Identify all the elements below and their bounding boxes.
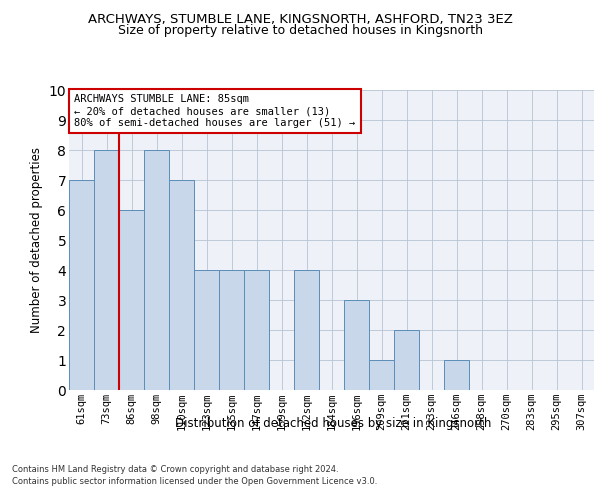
Text: Size of property relative to detached houses in Kingsnorth: Size of property relative to detached ho… [118, 24, 482, 37]
Bar [94, 150, 119, 390]
Bar [119, 210, 144, 390]
Text: Contains HM Land Registry data © Crown copyright and database right 2024.: Contains HM Land Registry data © Crown c… [12, 465, 338, 474]
Y-axis label: Number of detached properties: Number of detached properties [30, 147, 43, 333]
Text: ARCHWAYS STUMBLE LANE: 85sqm
← 20% of detached houses are smaller (13)
80% of se: ARCHWAYS STUMBLE LANE: 85sqm ← 20% of de… [74, 94, 355, 128]
Bar [69, 180, 94, 390]
Text: ARCHWAYS, STUMBLE LANE, KINGSNORTH, ASHFORD, TN23 3EZ: ARCHWAYS, STUMBLE LANE, KINGSNORTH, ASHF… [88, 12, 512, 26]
Bar [444, 360, 469, 390]
Bar [169, 180, 194, 390]
Text: Contains public sector information licensed under the Open Government Licence v3: Contains public sector information licen… [12, 478, 377, 486]
Bar [244, 270, 269, 390]
Bar [294, 270, 319, 390]
Bar [219, 270, 244, 390]
Bar [394, 330, 419, 390]
Bar [344, 300, 369, 390]
Bar [369, 360, 394, 390]
Bar [144, 150, 169, 390]
Bar [194, 270, 219, 390]
Text: Distribution of detached houses by size in Kingsnorth: Distribution of detached houses by size … [175, 418, 491, 430]
